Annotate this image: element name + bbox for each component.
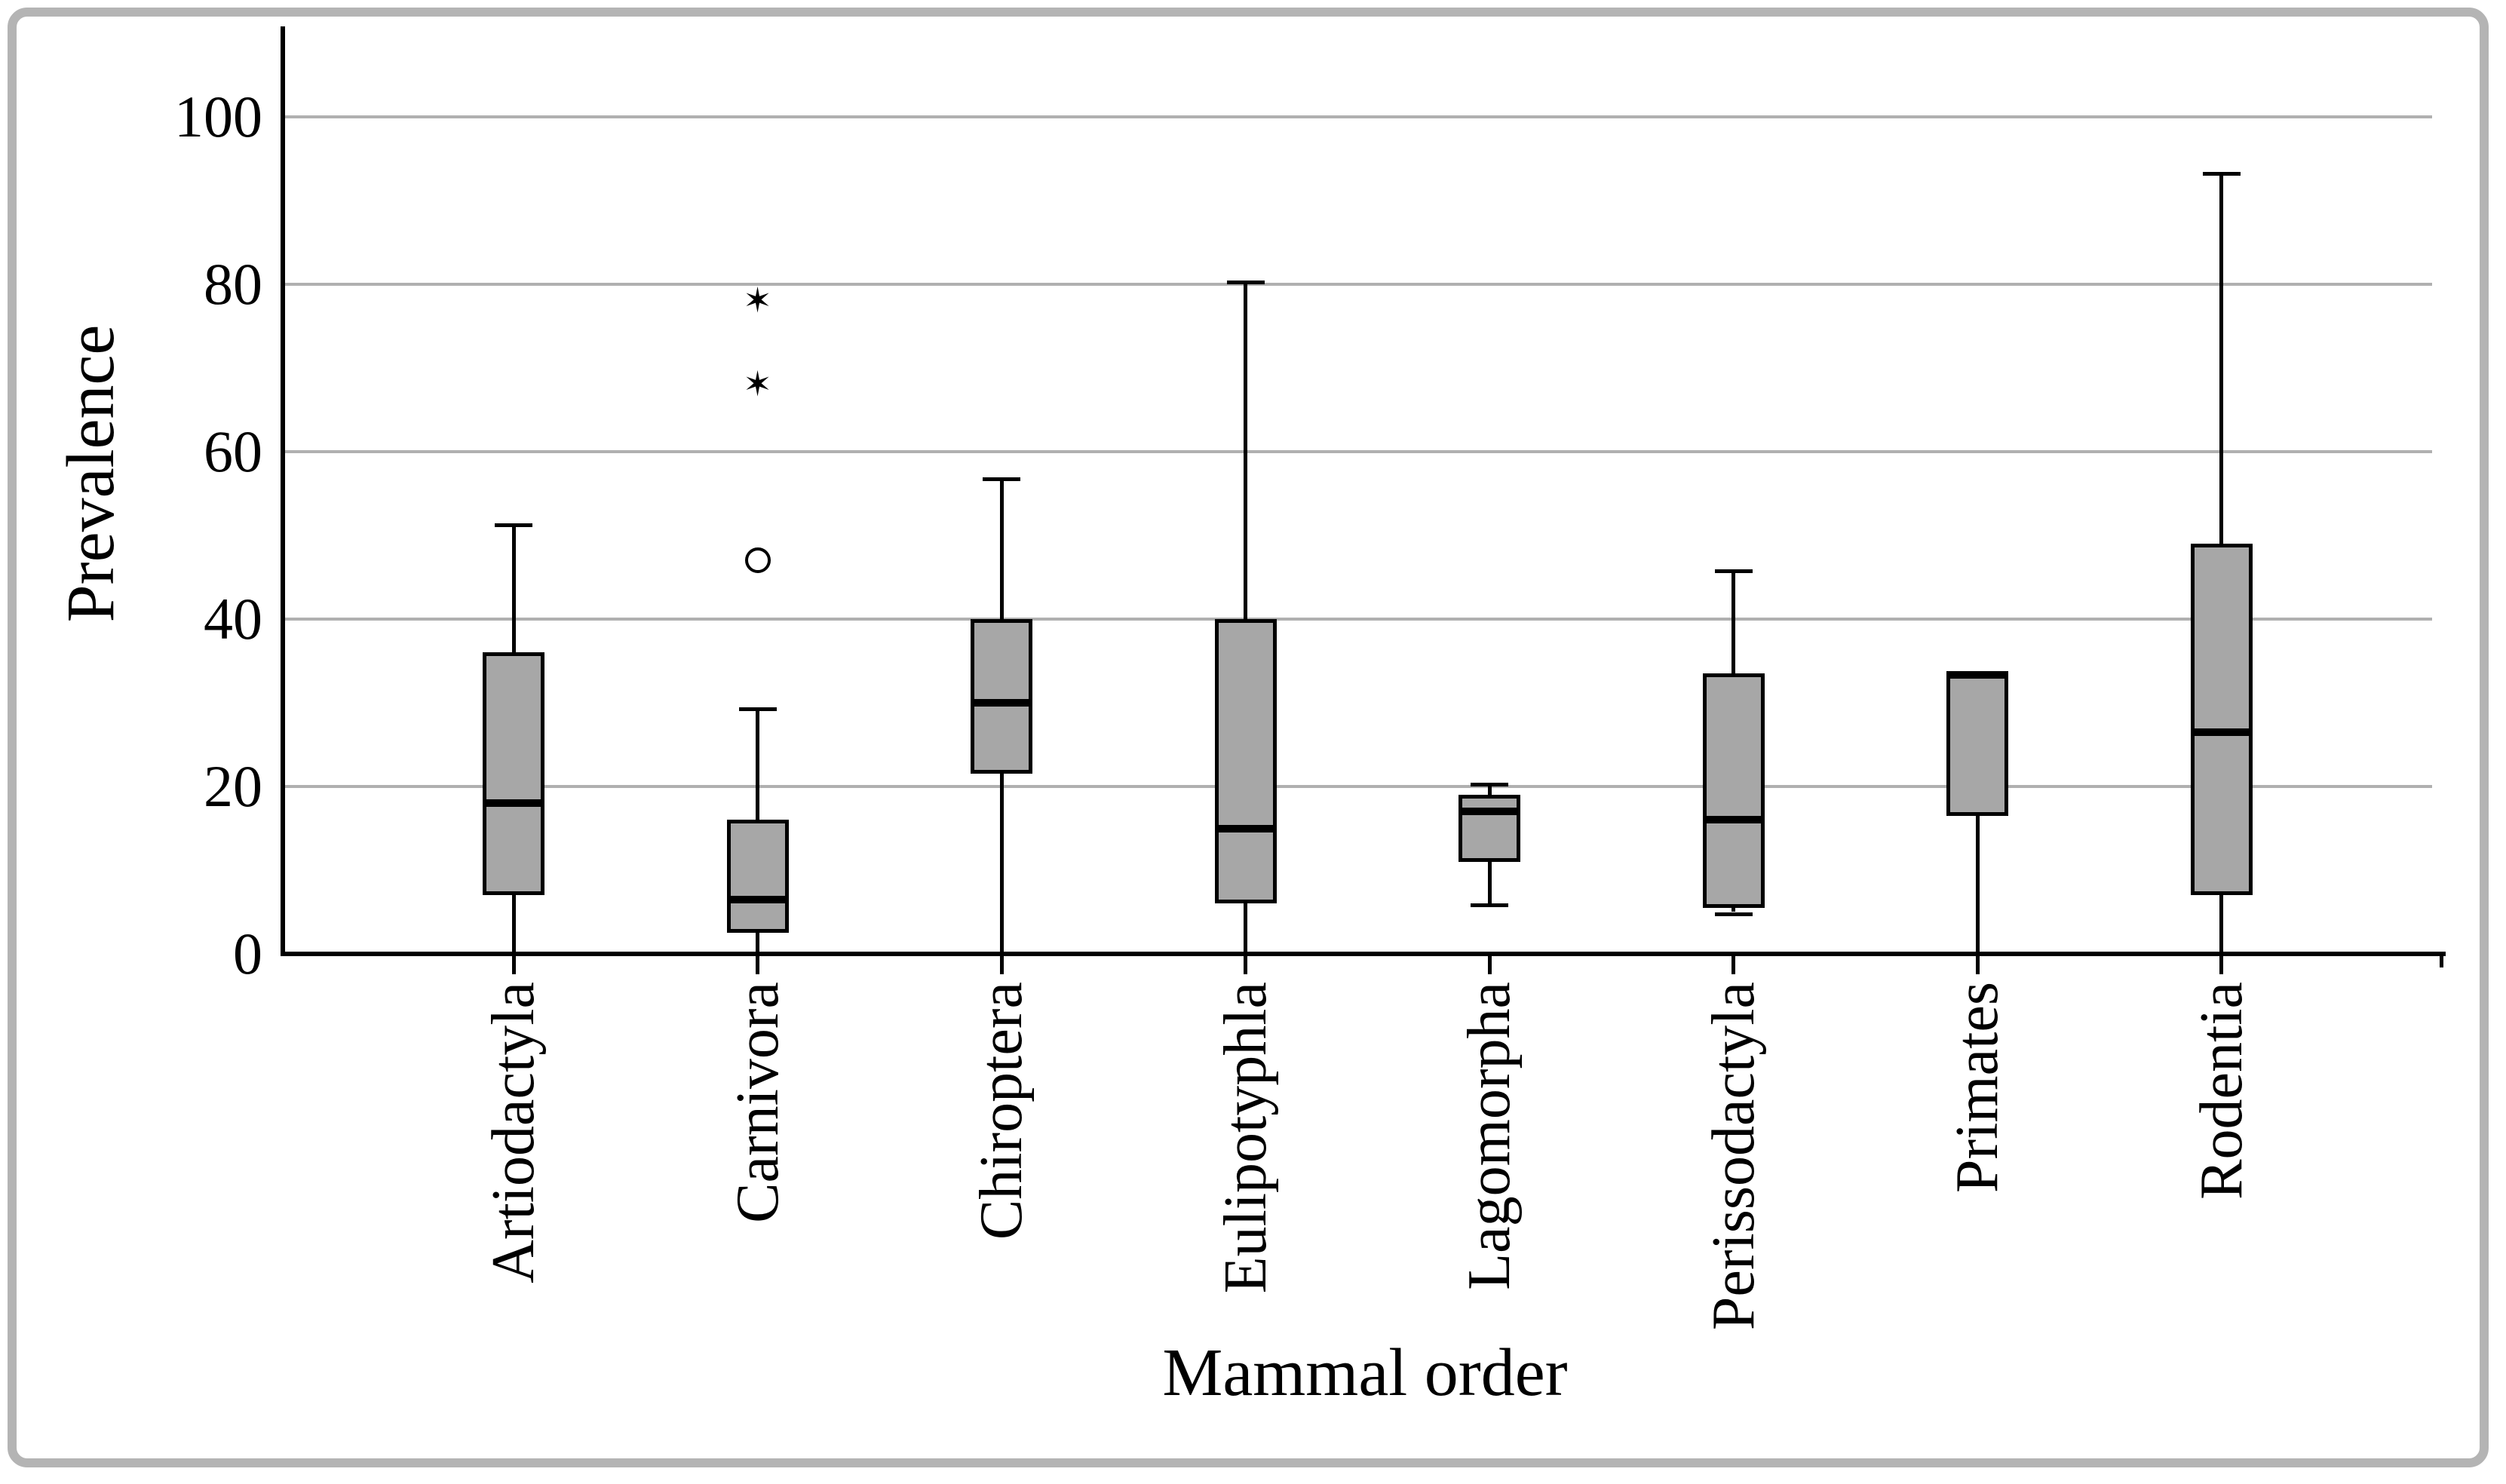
box-chiroptera [971, 619, 1032, 774]
lower-whisker-eulipotyphla [1244, 903, 1247, 954]
y-tick-label-40: 40 [204, 586, 262, 652]
box-rodentia [2190, 544, 2253, 896]
y-gridline-40 [284, 618, 2432, 621]
lower-whisker-lagomorpha [1487, 861, 1492, 904]
x-tick-primates [1975, 956, 1980, 974]
upper-whisker-carnivora [756, 711, 759, 820]
outlier-circle-marker-carnivora-2 [744, 547, 771, 574]
lower-whisker-cap-lagomorpha [1471, 903, 1508, 908]
box-lagomorpha [1459, 795, 1520, 862]
y-tick-label-100: 100 [174, 84, 262, 149]
upper-whisker-cap-eulipotyphla [1226, 281, 1265, 284]
y-tick-label-0: 0 [233, 921, 262, 986]
y-axis-line [281, 26, 285, 956]
median-rodentia [2190, 728, 2253, 736]
y-gridline-80 [284, 283, 2432, 286]
lower-whisker-chiroptera [999, 774, 1004, 954]
x-axis-title: Mammal order [1162, 1335, 1568, 1410]
median-perissodactyla [1702, 816, 1765, 824]
y-tick-label-20: 20 [204, 753, 262, 819]
y-gridline-60 [284, 450, 2432, 453]
median-lagomorpha [1459, 808, 1520, 816]
lower-whisker-perissodactyla [1732, 907, 1735, 912]
median-carnivora [726, 895, 789, 903]
category-label-carnivora: Carnivora [724, 982, 791, 1223]
x-tick-artiodactyla [511, 956, 516, 974]
y-tick-label-80: 80 [204, 251, 262, 317]
x-axis-end-tick [2440, 954, 2443, 967]
category-label-lagomorpha: Lagomorpha [1456, 982, 1523, 1290]
lower-whisker-rodentia [2219, 895, 2223, 954]
lower-whisker-artiodactyla [511, 895, 516, 954]
category-label-chiroptera: Chiroptera [968, 982, 1035, 1240]
upper-whisker-rodentia [2219, 175, 2223, 544]
category-label-artiodactyla: Artiodactyla [480, 982, 547, 1283]
x-tick-chiroptera [999, 956, 1004, 974]
upper-whisker-cap-carnivora [738, 707, 777, 712]
lower-whisker-cap-perissodactyla [1714, 912, 1753, 916]
y-tick-label-60: 60 [204, 419, 262, 484]
category-label-primates: Primates [1944, 982, 2011, 1193]
x-tick-eulipotyphla [1244, 956, 1247, 974]
upper-whisker-chiroptera [999, 480, 1004, 619]
upper-whisker-eulipotyphla [1244, 284, 1247, 619]
box-carnivora [726, 820, 789, 934]
upper-whisker-cap-rodentia [2202, 171, 2241, 176]
upper-whisker-cap-chiroptera [983, 477, 1020, 481]
upper-whisker-cap-lagomorpha [1471, 783, 1508, 786]
upper-whisker-perissodactyla [1732, 572, 1735, 674]
outlier-star-marker-carnivora-1: ✶ [743, 365, 772, 404]
box-eulipotyphla [1214, 619, 1277, 904]
median-eulipotyphla [1214, 824, 1277, 832]
upper-whisker-cap-perissodactyla [1714, 569, 1753, 573]
x-tick-perissodactyla [1732, 956, 1735, 974]
category-label-rodentia: Rodentia [2188, 982, 2255, 1200]
upper-whisker-cap-artiodactyla [495, 523, 532, 527]
box-artiodactyla [483, 652, 544, 896]
category-label-eulipotyphla: Eulipotyphla [1212, 982, 1279, 1294]
x-tick-lagomorpha [1487, 956, 1492, 974]
outlier-star-marker-carnivora-0: ✶ [743, 281, 772, 320]
category-label-perissodactyla: Perissodactyla [1700, 982, 1767, 1331]
median-artiodactyla [483, 799, 544, 808]
box-perissodactyla [1702, 673, 1765, 908]
lower-whisker-carnivora [756, 933, 759, 954]
lower-whisker-primates [1975, 815, 1980, 954]
median-chiroptera [971, 699, 1032, 707]
x-axis-line [281, 952, 2446, 956]
figure-border [8, 8, 2489, 1467]
y-axis-title: Prevalence [54, 324, 128, 623]
box-primates [1946, 675, 2008, 816]
median-primates [1946, 671, 2008, 679]
x-tick-rodentia [2219, 956, 2223, 974]
y-gridline-20 [284, 785, 2432, 788]
upper-whisker-lagomorpha [1487, 786, 1492, 796]
y-gridline-100 [284, 115, 2432, 118]
upper-whisker-artiodactyla [511, 526, 516, 653]
x-tick-carnivora [756, 956, 759, 974]
